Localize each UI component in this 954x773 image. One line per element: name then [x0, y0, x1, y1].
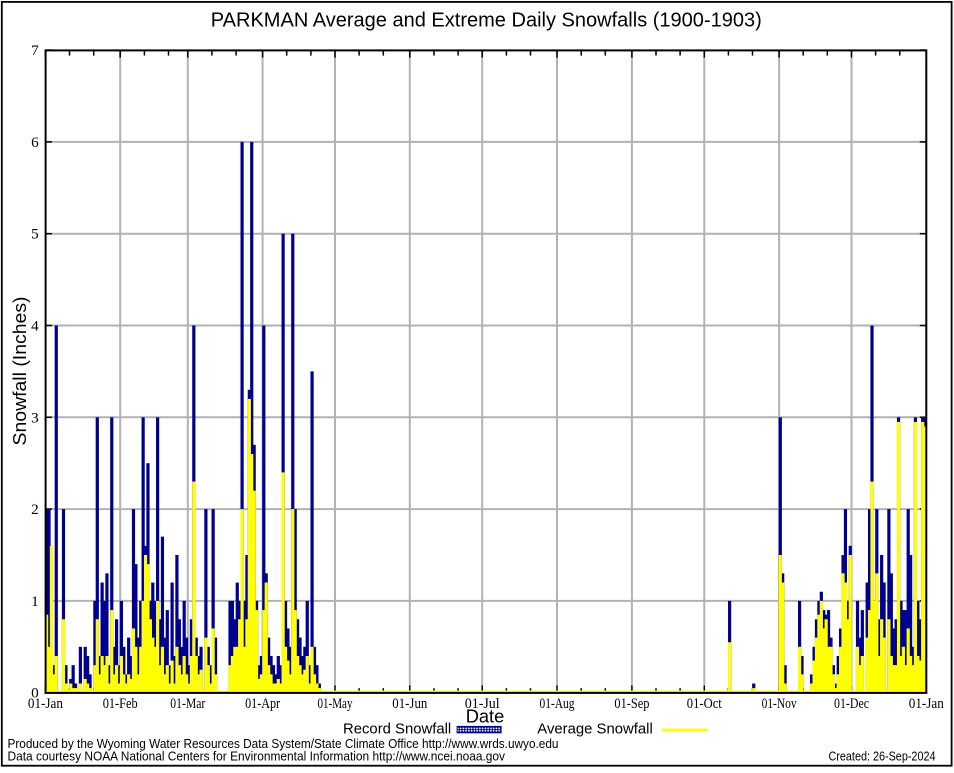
- svg-text:01-Jan: 01-Jan: [909, 695, 944, 712]
- svg-text:01-Mar: 01-Mar: [170, 695, 205, 712]
- svg-text:Created: 26-Sep-2024: Created: 26-Sep-2024: [829, 748, 936, 763]
- svg-text:4: 4: [31, 318, 39, 335]
- svg-text:0: 0: [31, 685, 39, 702]
- svg-text:01-Dec: 01-Dec: [834, 695, 869, 712]
- svg-text:Data courtesy NOAA National Ce: Data courtesy NOAA National Centers for …: [8, 748, 506, 763]
- svg-text:5: 5: [31, 226, 39, 243]
- svg-text:01-Aug: 01-Aug: [540, 695, 575, 712]
- svg-text:01-Jul: 01-Jul: [465, 695, 500, 712]
- svg-text:Record Snowfall: Record Snowfall: [343, 722, 451, 738]
- svg-text:01-Oct: 01-Oct: [687, 695, 723, 712]
- svg-text:01-Nov: 01-Nov: [762, 695, 797, 712]
- svg-text:1: 1: [31, 593, 39, 610]
- svg-text:01-Jun: 01-Jun: [392, 695, 427, 712]
- svg-text:PARKMAN Average and Extreme Da: PARKMAN Average and Extreme Daily Snowfa…: [211, 10, 762, 32]
- svg-text:Date: Date: [466, 706, 505, 727]
- svg-text:01-Feb: 01-Feb: [103, 695, 138, 712]
- svg-text:Produced by the Wyoming Water: Produced by the Wyoming Water Resources …: [8, 736, 559, 751]
- svg-text:01-Jan: 01-Jan: [28, 695, 63, 712]
- svg-text:Average Snowfall: Average Snowfall: [537, 722, 653, 738]
- svg-text:3: 3: [31, 409, 39, 426]
- svg-text:6: 6: [31, 134, 39, 151]
- svg-text:01-Sep: 01-Sep: [614, 695, 649, 712]
- svg-text:01-Apr: 01-Apr: [245, 695, 280, 712]
- svg-text:2: 2: [31, 501, 39, 518]
- svg-text:7: 7: [31, 42, 39, 59]
- svg-text:Snowfall (Inches): Snowfall (Inches): [10, 297, 30, 446]
- svg-text:01-May: 01-May: [318, 695, 353, 712]
